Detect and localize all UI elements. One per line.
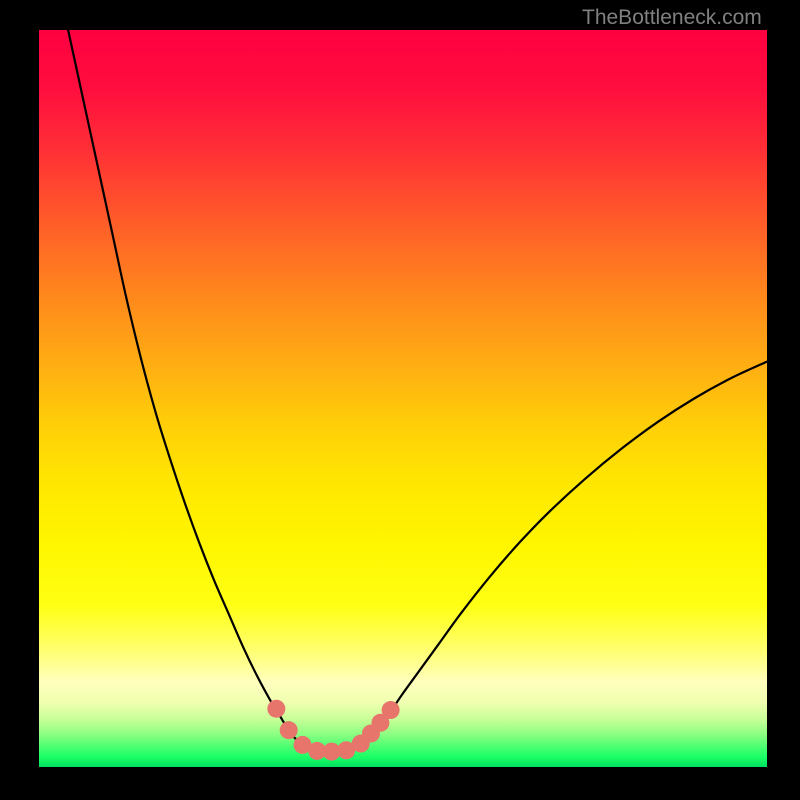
marker-point [267, 700, 285, 718]
chart-background [39, 30, 767, 767]
chart-svg [39, 30, 767, 767]
chart-area [39, 30, 767, 767]
outer-frame: TheBottleneck.com [0, 0, 800, 800]
watermark-text: TheBottleneck.com [582, 6, 762, 30]
marker-point [382, 701, 400, 719]
marker-point [280, 721, 298, 739]
